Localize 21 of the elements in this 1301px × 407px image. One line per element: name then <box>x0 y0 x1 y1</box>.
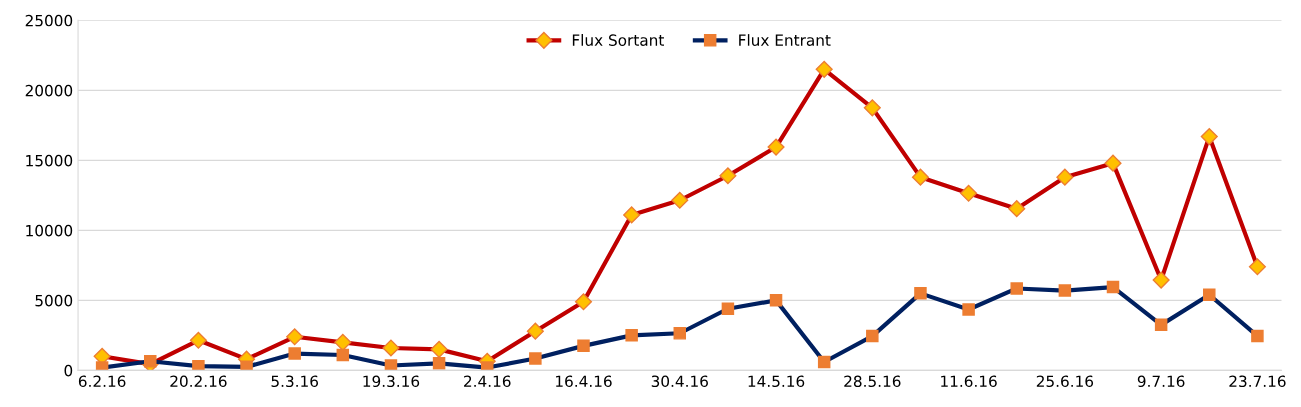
y-tick-label: 20000 <box>25 84 73 97</box>
x-tick-label: 9.7.16 <box>1137 375 1185 388</box>
y-tick-label: 0 <box>64 364 73 377</box>
y-tick-label: 10000 <box>26 224 73 237</box>
x-tick-label: 25.6.16 <box>1036 375 1094 388</box>
x-tick-label: 2.4.16 <box>464 375 511 388</box>
x-tick-label: 14.5.16 <box>748 375 805 388</box>
x-tick-label: 5.3.16 <box>271 375 319 388</box>
x-tick-label: 19.3.16 <box>363 375 420 388</box>
x-tick-label: 11.6.16 <box>941 375 997 388</box>
x-tick-label: 16.4.16 <box>556 375 612 388</box>
y-tick-label: 15000 <box>26 154 73 167</box>
x-tick-label: 20.2.16 <box>170 375 227 388</box>
x-tick-label: 23.7.16 <box>1229 375 1286 388</box>
legend-label: Flux Sortant <box>572 34 664 46</box>
x-tick-label: 30.4.16 <box>651 375 708 388</box>
x-tick-label: 6.2.16 <box>78 375 126 388</box>
x-tick-label: 28.5.16 <box>844 375 901 388</box>
y-tick-label: 25000 <box>25 14 73 27</box>
legend-label: Flux Entrant <box>739 34 831 46</box>
y-tick-label: 5000 <box>35 294 73 307</box>
